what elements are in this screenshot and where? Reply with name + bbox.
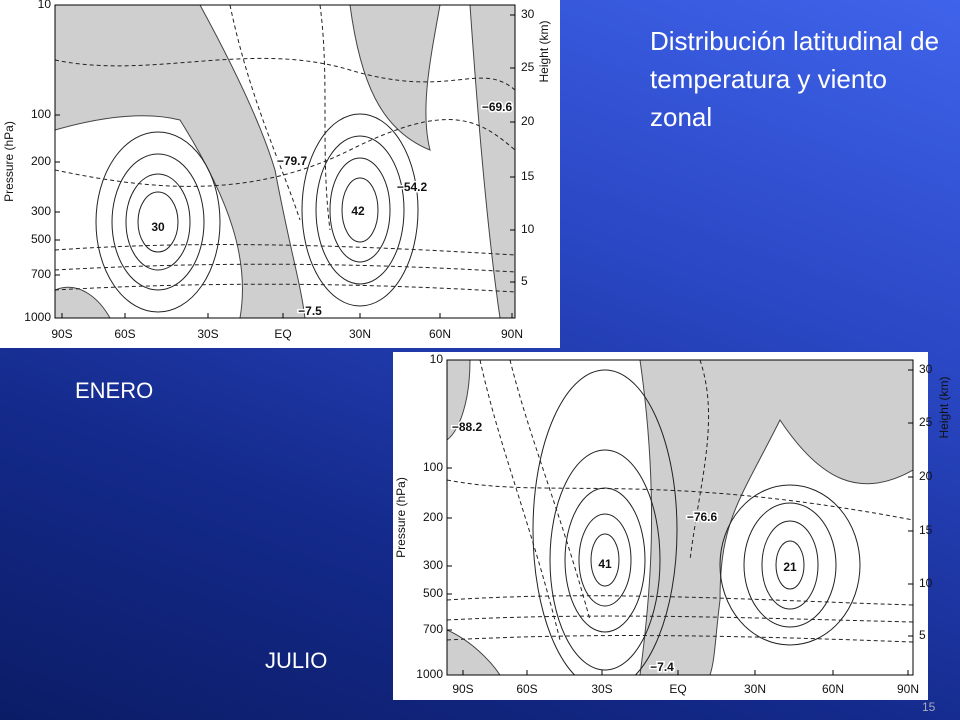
height-tick-label: 10	[919, 576, 933, 590]
height-tick-label: 30	[521, 7, 535, 21]
height-tick-label: 5	[919, 628, 926, 642]
contour-label: −7.4	[650, 660, 674, 674]
pressure-tick-label: 100	[423, 460, 443, 474]
pressure-tick-label: 1000	[24, 310, 51, 324]
x-tick-label: 60N	[822, 682, 844, 696]
contour-label: −79.7	[277, 154, 308, 168]
x-tick-label: 30N	[349, 327, 371, 341]
x-tick-label: 30N	[744, 682, 766, 696]
contour-label: −7.5	[298, 304, 322, 318]
height-tick-label: 5	[521, 274, 528, 288]
contour-label: 21	[783, 560, 797, 574]
pressure-tick-label: 200	[31, 154, 51, 168]
x-tick-label: 60N	[429, 327, 451, 341]
height-tick-label: 15	[919, 523, 933, 537]
pressure-tick-label: 300	[423, 558, 443, 572]
contour-label: 42	[351, 204, 365, 218]
y-axis-title: Pressure (hPa)	[2, 121, 16, 202]
height-tick-label: 30	[919, 362, 933, 376]
x-tick-label: 60S	[516, 682, 537, 696]
month-label: JULIO	[265, 648, 328, 673]
height-tick-label: 20	[521, 114, 535, 128]
x-tick-label: 30S	[591, 682, 612, 696]
slide-title: Distribución latitudinal de temperatura …	[650, 26, 940, 132]
contour-label: −54.2	[397, 180, 428, 194]
y2-axis-title: Height (km)	[937, 376, 951, 438]
x-tick-label: EQ	[274, 327, 291, 341]
height-tick-label: 25	[521, 60, 535, 74]
pressure-tick-label: 100	[31, 107, 51, 121]
x-tick-label: 90N	[897, 682, 919, 696]
height-tick-label: 10	[521, 222, 535, 236]
y2-axis-title: Height (km)	[537, 20, 551, 82]
pressure-tick-label: 10	[38, 0, 52, 11]
x-tick-label: EQ	[669, 682, 686, 696]
height-tick-label: 15	[521, 169, 535, 183]
pressure-tick-label: 300	[31, 204, 51, 218]
contour-field	[447, 360, 913, 675]
y-axis-title: Pressure (hPa)	[394, 477, 408, 558]
pressure-tick-label: 700	[31, 267, 51, 281]
pressure-tick-label: 200	[423, 510, 443, 524]
x-tick-label: 30S	[197, 327, 218, 341]
contour-label: 30	[151, 220, 165, 234]
pressure-tick-label: 10	[430, 352, 444, 366]
contour-label: 41	[598, 557, 612, 571]
height-tick-label: 25	[919, 415, 933, 429]
pressure-tick-label: 1000	[416, 667, 443, 681]
contour-label: −88.2	[452, 420, 483, 434]
contour-label: −69.6	[482, 100, 513, 114]
x-tick-label: 60S	[114, 327, 135, 341]
height-tick-label: 20	[919, 469, 933, 483]
contour-label: −76.6	[687, 510, 718, 524]
pressure-tick-label: 700	[423, 622, 443, 636]
x-tick-label: 90S	[51, 327, 72, 341]
pressure-tick-label: 500	[31, 232, 51, 246]
x-tick-label: 90N	[501, 327, 523, 341]
contour-field	[55, 5, 515, 318]
page-number: 15	[922, 700, 936, 714]
x-tick-label: 90S	[452, 682, 473, 696]
pressure-tick-label: 500	[423, 586, 443, 600]
month-label: ENERO	[75, 378, 154, 403]
